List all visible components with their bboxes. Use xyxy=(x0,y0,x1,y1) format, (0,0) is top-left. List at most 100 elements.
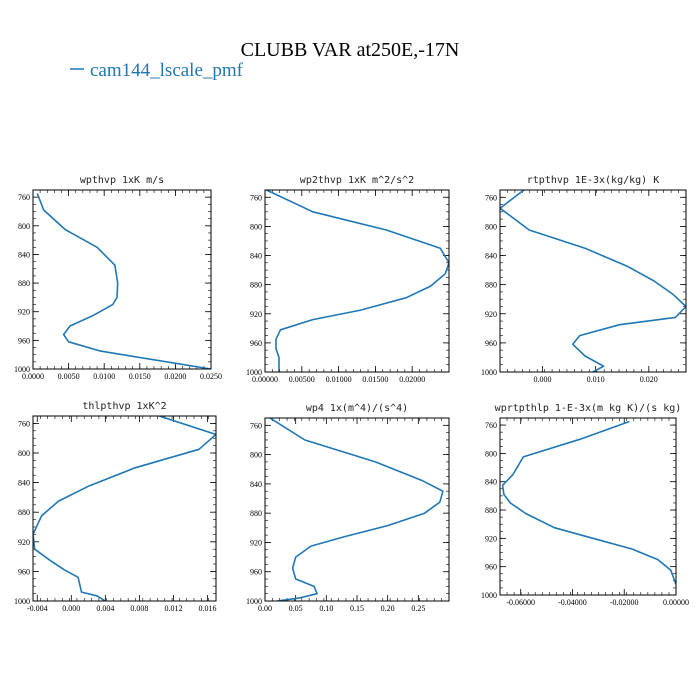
plot-frame xyxy=(264,189,450,373)
x-tick-label: -0.04000 xyxy=(558,598,587,607)
series-line xyxy=(500,190,686,372)
series-line xyxy=(36,193,211,369)
x-tick-label: 0.012 xyxy=(164,604,182,613)
x-tick-label: 0.0250 xyxy=(200,372,222,381)
y-tick-label: 880 xyxy=(485,506,497,515)
subplot-2: wp2thvp 1xK m^2/s^2 760 800 840 880 920 960 100… xyxy=(246,175,450,384)
legend-label: cam144_lscale_pmf xyxy=(90,60,244,81)
x-tick-label: 0.00500 xyxy=(289,375,315,384)
series-line xyxy=(266,190,449,372)
y-tick-label: 800 xyxy=(485,449,497,458)
x-tick-label: 0.20 xyxy=(381,604,395,613)
plot-frame xyxy=(32,415,217,602)
y-tick-label: 800 xyxy=(250,451,262,460)
subplot-3: rtpthvp 1E-3x(kg/kg) K 760 800 840 880 920 960… xyxy=(481,175,687,384)
subplot-title: wpthvp 1xK m/s xyxy=(80,175,164,186)
x-tick-label: 0.008 xyxy=(130,604,148,613)
y-tick-label: 760 xyxy=(485,193,497,202)
y-tick-label: 960 xyxy=(18,336,30,345)
y-tick-label: 880 xyxy=(18,508,30,517)
y-tick-label: 1000 xyxy=(14,365,30,374)
series-line xyxy=(501,420,676,585)
x-tick-label: 0.020 xyxy=(640,375,658,384)
plot-frame xyxy=(32,189,212,370)
y-tick-label: 800 xyxy=(18,449,30,458)
x-tick-label: 0.00 xyxy=(258,604,272,613)
y-tick-label: 800 xyxy=(250,222,262,231)
x-tick-label: -0.02000 xyxy=(610,598,639,607)
subplot-4: thlpthvp 1xK^2 760 800 840 880 920 960 1000-0.0… xyxy=(14,401,217,613)
plot-frame xyxy=(499,189,687,373)
y-tick-label: 960 xyxy=(250,339,262,348)
y-tick-label: 840 xyxy=(250,480,262,489)
y-tick-label: 1000 xyxy=(246,597,262,606)
y-tick-label: 960 xyxy=(485,563,497,572)
y-tick-label: 920 xyxy=(250,538,262,547)
plot-frame xyxy=(264,417,450,602)
y-tick-label: 760 xyxy=(250,193,262,202)
y-tick-label: 800 xyxy=(18,222,30,231)
figure-title: CLUBB VAR at250E,-17N xyxy=(241,39,460,61)
subplot-1: wpthvp 1xK m/s76080084088092096010000.00… xyxy=(14,175,222,381)
y-tick-label: 880 xyxy=(250,509,262,518)
x-tick-label: 0.010 xyxy=(587,375,605,384)
x-tick-label: 0.004 xyxy=(96,604,114,613)
y-tick-label: 760 xyxy=(485,421,497,430)
x-tick-label: 0.000 xyxy=(534,375,552,384)
subplot-title: wprtpthlp 1-E-3x(m kg K)/(s kg) xyxy=(495,403,682,414)
y-tick-label: 960 xyxy=(485,339,497,348)
subplot-6: wprtpthlp 1-E-3x(m kg K)/(s kg) 760 800 840… xyxy=(481,403,689,607)
x-tick-label: 0.00000 xyxy=(663,598,689,607)
y-tick-label: 1000 xyxy=(14,597,30,606)
y-tick-label: 760 xyxy=(18,193,30,202)
x-tick-label: 0.10 xyxy=(319,604,333,613)
y-tick-label: 920 xyxy=(485,534,497,543)
x-tick-label: 0.0050 xyxy=(58,372,80,381)
y-tick-label: 960 xyxy=(18,567,30,576)
panel-grid: wpthvp 1xK m/s76080084088092096010000.00… xyxy=(14,175,689,613)
y-tick-label: 920 xyxy=(18,308,30,317)
subplot-title: rtpthvp 1E-3x(kg/kg) K xyxy=(527,175,659,186)
y-tick-label: 920 xyxy=(250,310,262,319)
y-tick-label: 800 xyxy=(485,222,497,231)
x-tick-label: 0.016 xyxy=(198,604,216,613)
plot-frame xyxy=(499,417,677,596)
x-tick-label: 0.02000 xyxy=(399,375,425,384)
subplot-title: thlpthvp 1xK^2 xyxy=(82,401,166,412)
y-tick-label: 760 xyxy=(250,421,262,430)
y-tick-label: 1000 xyxy=(246,368,262,377)
x-tick-label: 0.15 xyxy=(350,604,364,613)
x-tick-label: 0.05 xyxy=(289,604,303,613)
subplot-title: wp4 1x(m^4)/(s^4) xyxy=(306,403,408,414)
y-tick-label: 920 xyxy=(485,310,497,319)
y-tick-label: 960 xyxy=(250,568,262,577)
y-tick-label: 840 xyxy=(250,252,262,261)
y-tick-label: 1000 xyxy=(481,591,497,600)
x-tick-label: 0.0100 xyxy=(93,372,115,381)
y-tick-label: 840 xyxy=(18,479,30,488)
x-tick-label: 0.25 xyxy=(411,604,425,613)
x-tick-label: 0.000 xyxy=(62,604,80,613)
y-tick-label: 760 xyxy=(18,419,30,428)
series-line xyxy=(269,418,444,601)
x-tick-label: 0.0000 xyxy=(22,372,44,381)
x-tick-label: 0.00000 xyxy=(252,375,278,384)
y-tick-label: 840 xyxy=(485,252,497,261)
x-tick-label: 0.01500 xyxy=(362,375,388,384)
x-tick-label: 0.0200 xyxy=(164,372,186,381)
y-tick-label: 920 xyxy=(18,538,30,547)
subplot-title: wp2thvp 1xK m^2/s^2 xyxy=(300,175,414,186)
x-tick-label: 0.0150 xyxy=(129,372,151,381)
y-tick-label: 840 xyxy=(18,250,30,259)
y-tick-label: 880 xyxy=(485,281,497,290)
y-tick-label: 1000 xyxy=(481,368,497,377)
x-tick-label: -0.06000 xyxy=(506,598,535,607)
x-tick-label: -0.004 xyxy=(27,604,48,613)
x-tick-label: 0.01000 xyxy=(326,375,352,384)
y-tick-label: 840 xyxy=(485,478,497,487)
series-line xyxy=(33,416,216,601)
subplot-5: wp4 1x(m^4)/(s^4)76080084088092096010000… xyxy=(246,403,450,613)
y-tick-label: 880 xyxy=(250,281,262,290)
y-tick-label: 880 xyxy=(18,279,30,288)
